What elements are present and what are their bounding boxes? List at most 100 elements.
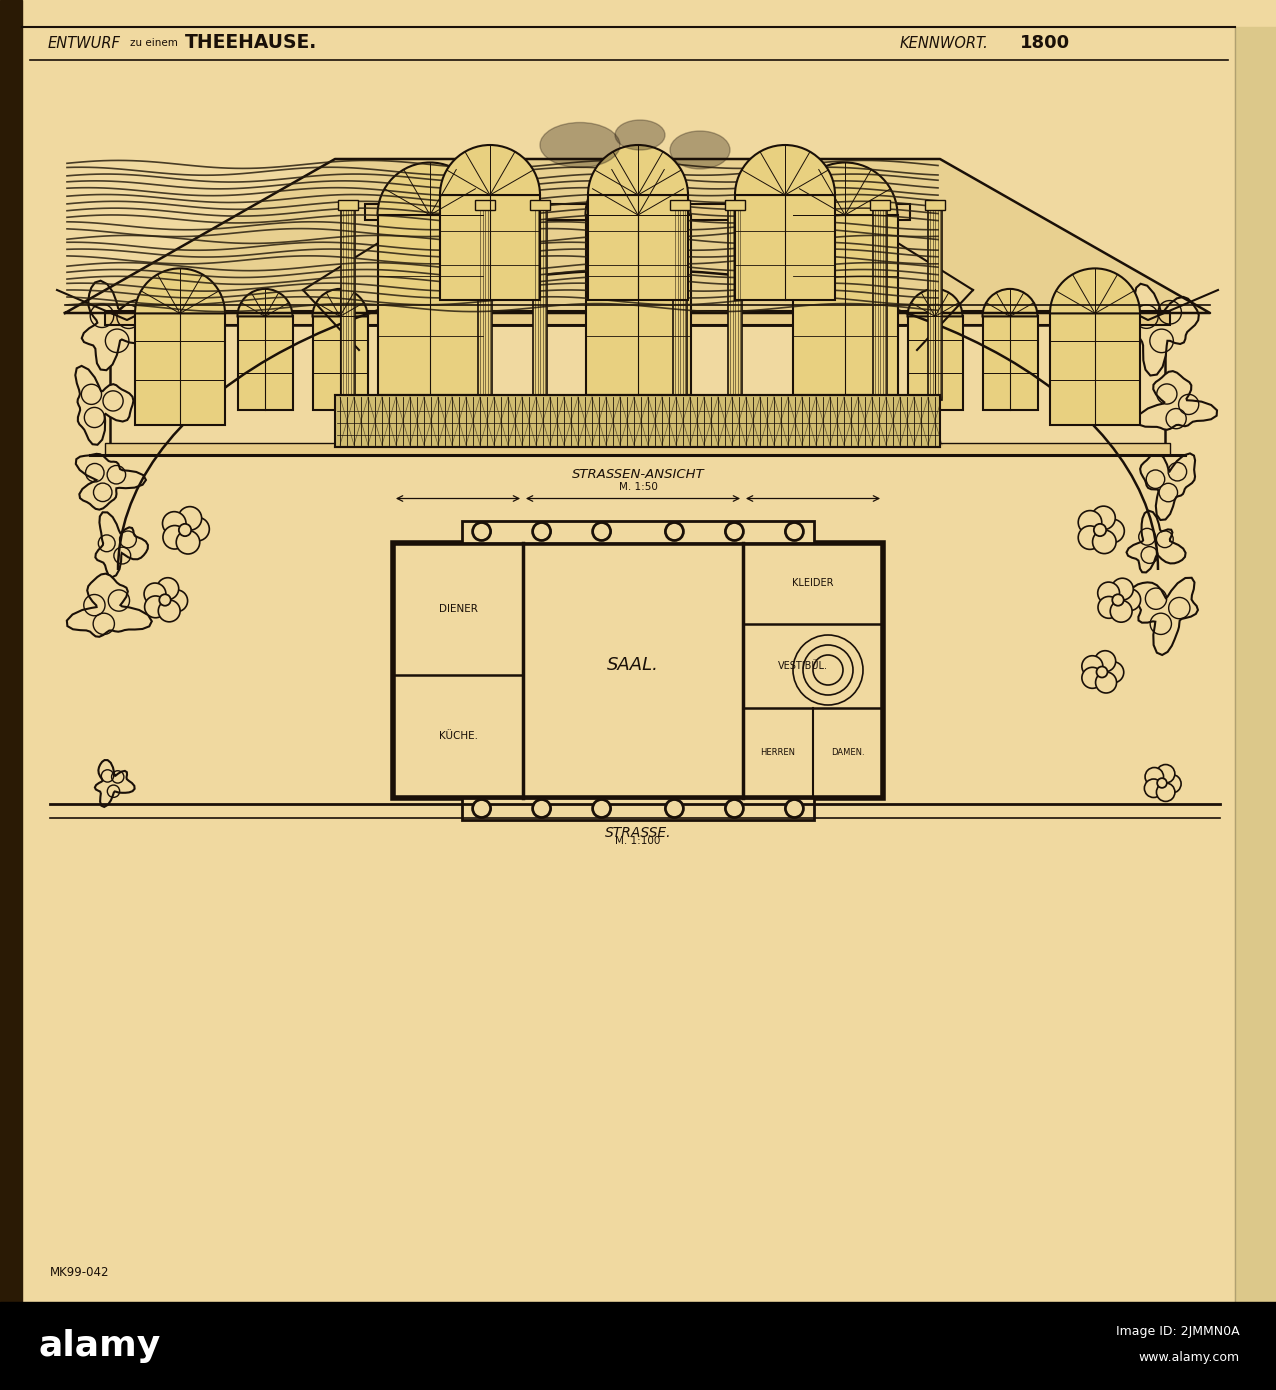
Polygon shape bbox=[94, 760, 134, 808]
Circle shape bbox=[163, 525, 186, 549]
Text: HERREN: HERREN bbox=[760, 748, 795, 758]
Wedge shape bbox=[313, 289, 367, 317]
Wedge shape bbox=[1050, 268, 1139, 313]
Circle shape bbox=[144, 582, 166, 605]
Bar bbox=[378, 215, 482, 395]
Circle shape bbox=[186, 517, 209, 541]
Circle shape bbox=[1102, 662, 1124, 682]
Bar bbox=[983, 317, 1037, 410]
Circle shape bbox=[176, 531, 200, 555]
Circle shape bbox=[472, 523, 490, 541]
Circle shape bbox=[179, 506, 202, 530]
Text: 1800: 1800 bbox=[1020, 33, 1071, 51]
Polygon shape bbox=[1127, 284, 1199, 375]
Bar bbox=[478, 204, 493, 400]
Wedge shape bbox=[983, 289, 1037, 317]
Circle shape bbox=[1078, 510, 1101, 534]
Circle shape bbox=[1157, 778, 1166, 788]
Circle shape bbox=[1113, 595, 1124, 606]
Bar bbox=[0, 0, 22, 1302]
Bar bbox=[907, 317, 962, 410]
Circle shape bbox=[786, 523, 804, 541]
Circle shape bbox=[1099, 596, 1120, 619]
Text: M. 1:100: M. 1:100 bbox=[615, 837, 661, 847]
Circle shape bbox=[166, 589, 188, 612]
Polygon shape bbox=[1127, 510, 1185, 573]
Polygon shape bbox=[75, 366, 134, 445]
Circle shape bbox=[1078, 525, 1101, 549]
Polygon shape bbox=[75, 455, 145, 510]
Polygon shape bbox=[82, 281, 160, 370]
Text: DAMEN.: DAMEN. bbox=[831, 748, 865, 758]
Circle shape bbox=[1092, 506, 1115, 530]
Bar bbox=[440, 195, 540, 300]
Circle shape bbox=[158, 600, 180, 621]
Bar bbox=[475, 200, 495, 210]
Polygon shape bbox=[1132, 578, 1198, 655]
Circle shape bbox=[1094, 524, 1106, 537]
Bar bbox=[735, 195, 835, 300]
Circle shape bbox=[1096, 671, 1116, 694]
Text: STRASSE.: STRASSE. bbox=[605, 826, 671, 840]
Bar bbox=[462, 798, 814, 820]
Bar bbox=[533, 204, 547, 400]
Circle shape bbox=[725, 799, 744, 817]
Circle shape bbox=[1097, 582, 1119, 603]
Text: DIENER: DIENER bbox=[439, 603, 477, 614]
Circle shape bbox=[786, 799, 804, 817]
Bar bbox=[237, 317, 292, 410]
Polygon shape bbox=[1137, 371, 1217, 430]
Circle shape bbox=[532, 523, 551, 541]
Text: alamy: alamy bbox=[38, 1329, 161, 1364]
Bar bbox=[729, 204, 743, 400]
Text: SAAL.: SAAL. bbox=[607, 656, 658, 674]
Bar bbox=[725, 200, 745, 210]
Wedge shape bbox=[792, 163, 897, 215]
Circle shape bbox=[665, 799, 684, 817]
Circle shape bbox=[1111, 578, 1133, 600]
Circle shape bbox=[144, 596, 166, 617]
Circle shape bbox=[1145, 778, 1162, 798]
Text: KENNWORT.: KENNWORT. bbox=[900, 36, 989, 50]
Circle shape bbox=[1119, 589, 1141, 610]
Bar bbox=[925, 200, 946, 210]
Circle shape bbox=[665, 523, 684, 541]
Bar bbox=[873, 204, 887, 400]
Bar bbox=[135, 313, 225, 425]
Circle shape bbox=[725, 523, 744, 541]
Ellipse shape bbox=[540, 122, 620, 168]
Wedge shape bbox=[378, 163, 482, 215]
Text: THEEHAUSE.: THEEHAUSE. bbox=[185, 33, 318, 53]
Polygon shape bbox=[96, 513, 148, 577]
Circle shape bbox=[160, 595, 171, 606]
Bar bbox=[110, 325, 1165, 455]
Bar bbox=[341, 204, 355, 400]
Polygon shape bbox=[65, 158, 1210, 313]
Text: M. 1:50: M. 1:50 bbox=[619, 482, 657, 492]
Circle shape bbox=[1096, 666, 1108, 677]
Circle shape bbox=[1095, 651, 1115, 671]
Wedge shape bbox=[440, 145, 540, 195]
Text: KLEIDER: KLEIDER bbox=[792, 578, 833, 588]
Circle shape bbox=[592, 523, 611, 541]
Bar bbox=[393, 542, 883, 798]
Bar bbox=[105, 443, 1170, 455]
Bar bbox=[588, 195, 688, 300]
Bar bbox=[586, 215, 690, 395]
Bar bbox=[105, 311, 1170, 325]
Bar bbox=[370, 220, 905, 325]
Circle shape bbox=[157, 578, 179, 599]
Wedge shape bbox=[237, 289, 292, 317]
Bar bbox=[530, 200, 550, 210]
Bar bbox=[336, 395, 940, 448]
Polygon shape bbox=[1141, 452, 1196, 520]
Bar bbox=[670, 200, 690, 210]
Circle shape bbox=[1145, 767, 1164, 785]
Text: KÜCHE.: KÜCHE. bbox=[439, 731, 477, 741]
Ellipse shape bbox=[615, 120, 665, 150]
Text: STRASSEN-ANSICHT: STRASSEN-ANSICHT bbox=[572, 467, 704, 481]
Wedge shape bbox=[586, 163, 690, 215]
Wedge shape bbox=[735, 145, 835, 195]
Text: zu einem: zu einem bbox=[130, 38, 177, 49]
Bar bbox=[928, 204, 942, 400]
